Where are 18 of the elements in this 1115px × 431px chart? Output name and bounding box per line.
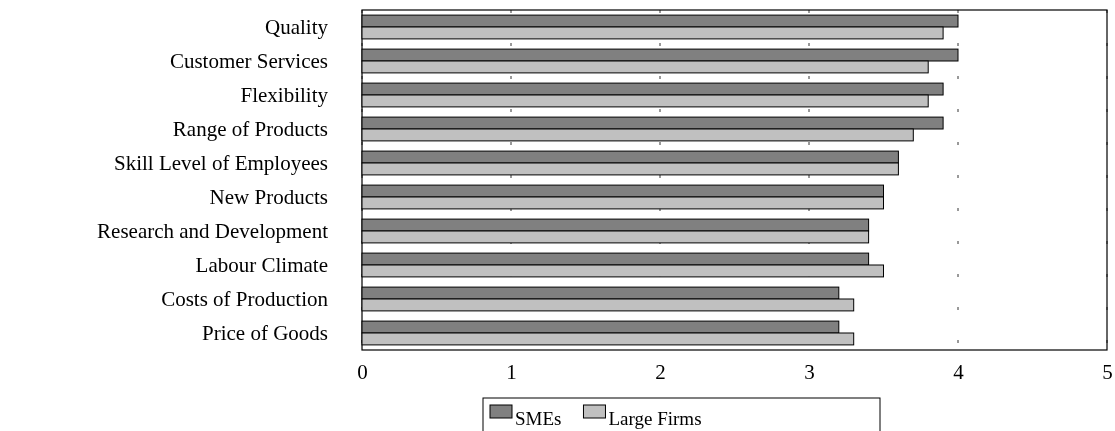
y-tick-label: Costs of Production	[161, 287, 329, 312]
y-tick-label: Labour Climate	[195, 253, 328, 278]
y-tick-label: Range of Products	[172, 117, 328, 142]
x-tick-label: 1	[506, 359, 517, 384]
legend-label: SMEs	[515, 408, 562, 429]
y-tick-label: New Products	[209, 185, 328, 210]
x-tick-label: 5	[1102, 359, 1113, 384]
x-tick-label: 4	[953, 359, 965, 384]
y-tick-label: Quality	[265, 15, 329, 40]
y-tick-label: Price of Goods	[202, 321, 328, 346]
y-tick-label: Customer Services	[169, 49, 328, 74]
legend-label: Large Firms	[608, 408, 702, 429]
y-tick-label: Flexibility	[240, 83, 329, 108]
y-tick-label: Skill Level of Employees	[113, 151, 328, 176]
y-tick-label: Research and Development	[97, 219, 329, 244]
x-tick-label: 0	[357, 359, 368, 384]
x-tick-label: 3	[804, 359, 815, 384]
x-tick-label: 2	[655, 359, 666, 384]
